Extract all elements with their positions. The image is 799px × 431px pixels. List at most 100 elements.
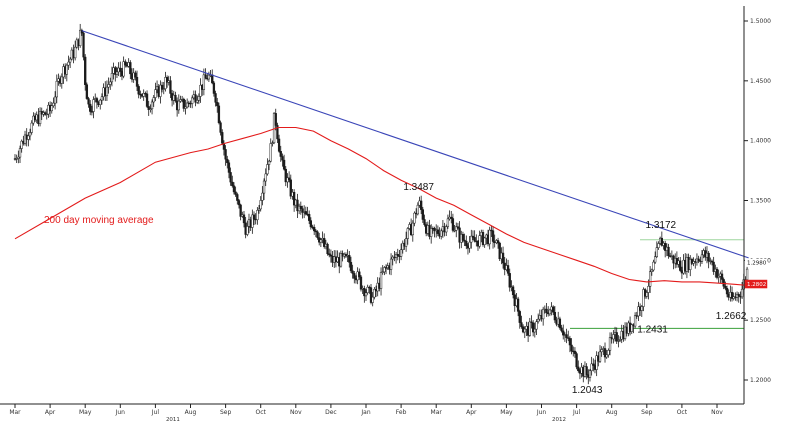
candle-body [630,324,633,332]
candle-body [299,205,302,209]
candle-body [329,254,333,257]
candle-body [177,100,180,111]
x-tick-label: Oct [256,409,267,416]
candle-body [43,112,47,115]
candle-body [74,46,77,59]
candle-body [85,84,89,99]
candle-body [162,88,165,90]
candle-body [236,194,239,201]
candle-body [67,61,70,66]
x-tick-label: Dec [325,409,337,416]
candle-body [516,298,520,312]
candle-body [618,339,622,341]
candle-body [309,220,312,228]
candle-body [353,273,356,279]
candle-body [105,86,109,97]
candle-body [465,240,468,247]
candle-body [301,208,304,213]
candle-body [197,96,201,101]
candle-body [289,179,292,197]
candle-body [595,355,598,370]
candle-body [436,229,440,234]
candle-body [145,93,149,107]
candle-body [251,214,254,228]
candle-body [533,328,536,333]
candle-body [483,237,486,245]
candle-body [135,76,139,87]
candle-body [60,76,63,84]
candle-body [455,226,458,231]
x-axis: Mar Apr May Jun Jul Aug Sep Oct Nov Dec Jan Feb Mar A… [0,403,744,423]
price-annotation: 1.3172 [646,220,677,231]
candle-body [545,308,548,313]
candle-body [287,177,291,181]
candle-body [740,288,744,298]
candle-body [463,239,466,242]
candle-body [567,337,570,339]
candle-body [440,230,443,237]
ma-label: 200 day moving average [44,215,154,226]
candle-body [296,199,299,212]
candle-body [282,159,286,170]
candle-body [570,344,573,352]
candle-body [558,318,562,329]
candle-body [304,211,307,215]
x-tick-label: Jan [360,409,370,416]
candle-body [523,328,526,333]
candle-body [351,270,354,274]
candle-body [150,101,154,110]
candle-body [496,240,500,244]
candle-body [186,102,189,108]
candle-body [617,340,620,342]
candle-body [152,97,155,103]
candle-body [717,276,720,278]
candle-body [50,105,53,112]
candle-body [359,276,363,290]
candle-body [530,321,533,324]
candle-body [154,89,157,98]
candle-body [633,315,637,327]
x-tick-label: Mar [431,409,443,416]
candle-body [159,84,162,97]
candle-body [715,268,719,278]
candlestick-series [13,23,749,385]
candle-body [373,288,376,298]
annotations: 1.3487 1.3172 1.2431 1.2043 1.2662 [403,182,746,396]
candle-body [17,156,20,159]
candle-body [679,260,682,271]
candle-body [28,132,32,137]
x-tick-label: Apr [45,409,56,416]
candle-body [379,272,383,289]
candle-body [256,210,259,221]
candle-body [660,237,663,246]
candle-body [647,286,650,293]
candle-body [501,252,505,264]
candle-body [27,135,30,140]
candle-body [204,74,207,79]
candle-body [89,103,92,112]
candle-body [552,306,555,313]
candle-body [229,172,232,183]
candle-body [214,93,217,103]
candle-body [313,227,316,232]
candle-body [592,363,595,366]
candle-body [548,309,552,315]
candle-body [90,111,94,113]
candle-body [191,97,194,104]
candle-body [712,261,715,272]
candle-body [207,74,211,80]
candle-body [69,58,72,63]
candle-body [349,262,353,272]
candle-body [169,80,172,94]
candle-body [147,106,150,110]
candle-body [231,181,234,187]
candle-body [520,322,523,327]
candle-body [637,306,640,317]
candle-body [242,214,246,224]
x-tick-label: Feb [396,409,407,416]
candle-body [179,99,182,102]
candle-body [92,99,95,112]
candle-body [348,255,351,263]
candle-body [364,292,368,297]
